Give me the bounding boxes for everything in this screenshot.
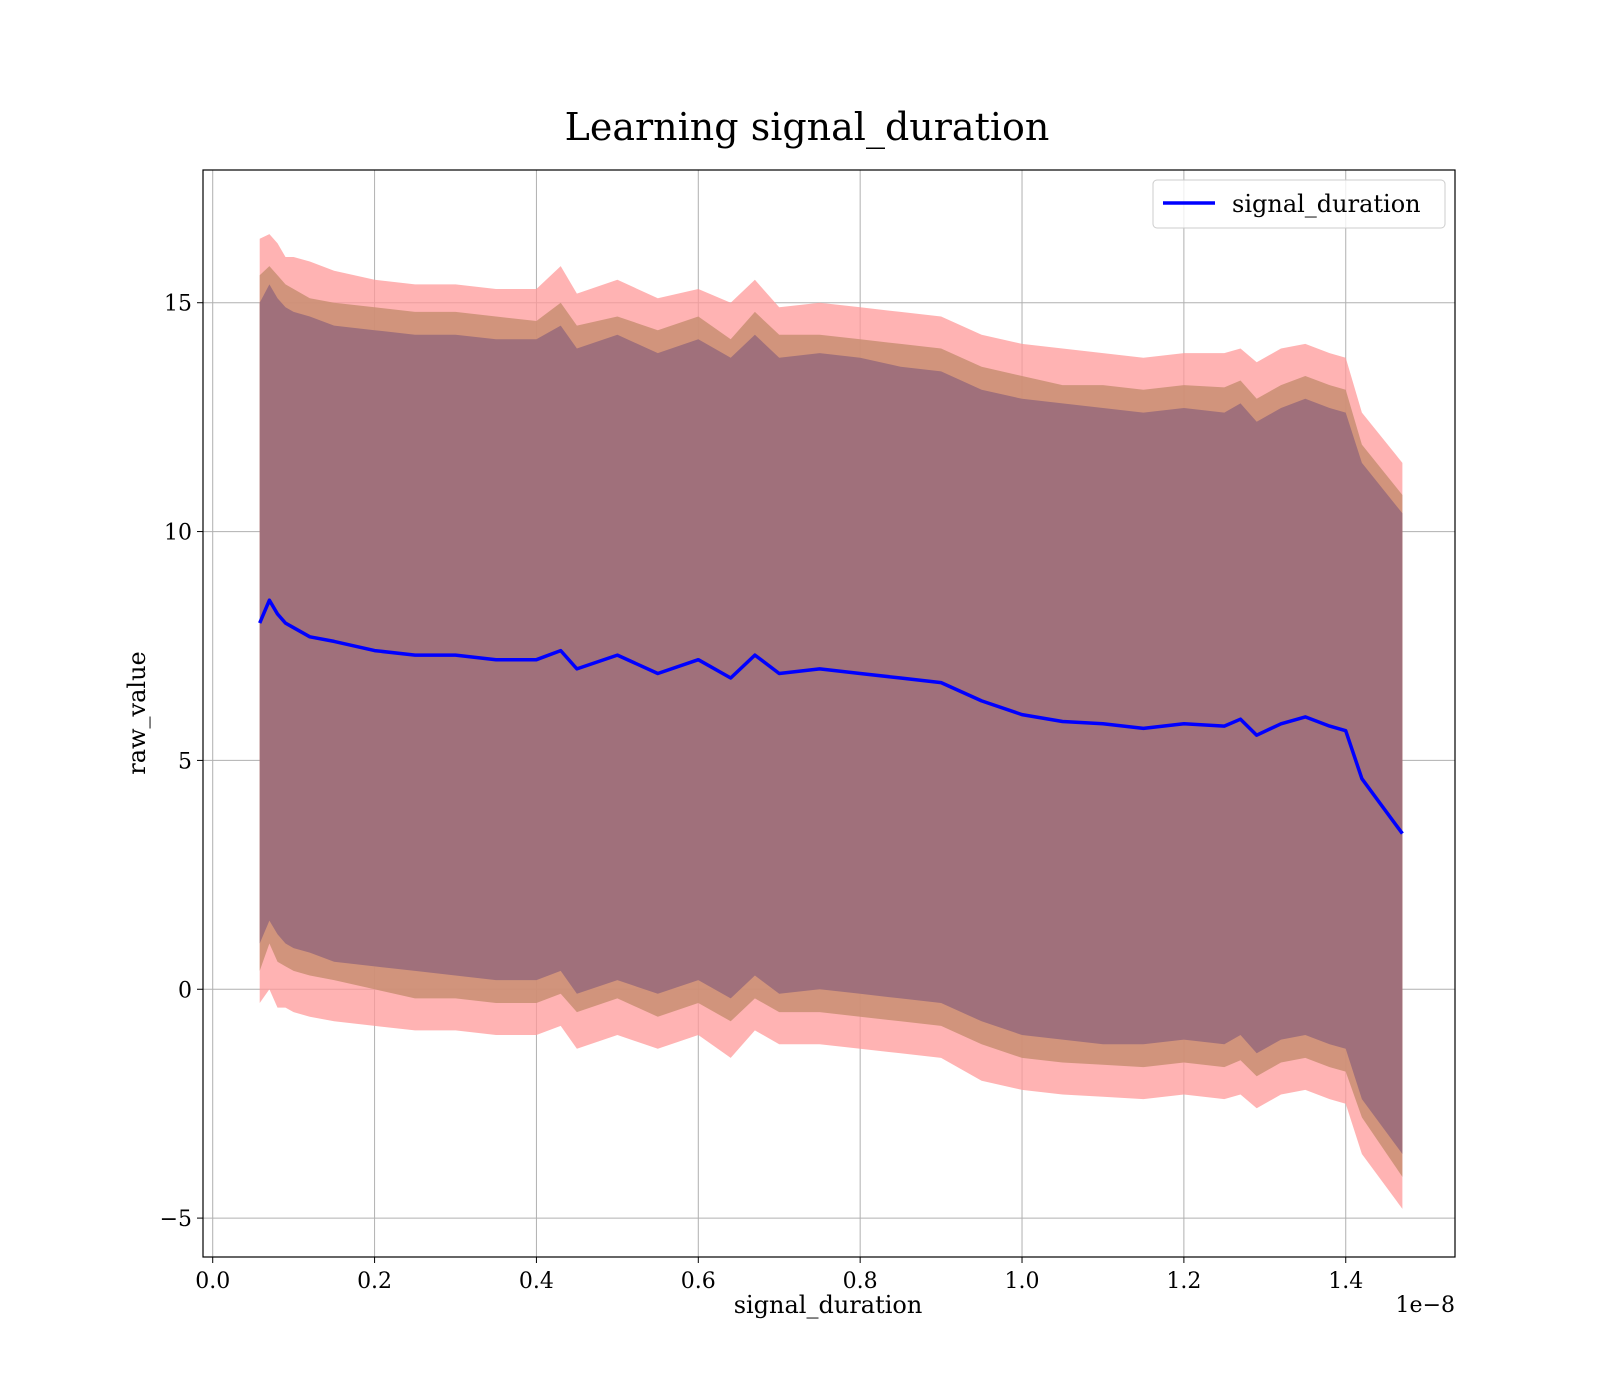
y-tick-label-4: 15 [164,292,192,317]
x-tick-label-1: 0.2 [357,1269,392,1294]
x-tick-label-4: 0.8 [843,1269,878,1294]
series-line-0 [258,598,1404,835]
x-tick-label-6: 1.2 [1166,1269,1201,1294]
chart-title: Learning signal_duration [565,105,1050,150]
y-tick-label-3: 10 [164,521,192,546]
confidence-bands [259,234,1403,1209]
band-2 [259,284,1403,1154]
y-tick-label-2: 5 [178,749,192,774]
x-tick-label-3: 0.6 [681,1269,716,1294]
y-ticks: −5 0 5 10 15 [160,292,203,1232]
legend-box [1152,179,1446,229]
x-tick-label-2: 0.4 [519,1269,554,1294]
x-tick-label-7: 1.4 [1328,1269,1363,1294]
x-ticks: 0.0 0.2 0.4 0.6 0.8 1.0 1.2 1.4 [195,1257,1363,1294]
y-tick-label-1: 0 [178,978,192,1003]
x-tick-label-5: 1.0 [1005,1269,1040,1294]
y-tick-label-0: −5 [160,1207,192,1232]
x-tick-label-0: 0.0 [195,1269,230,1294]
series-lines [258,598,1404,835]
y-axis-label: raw_value [123,651,151,775]
plot-frame [202,169,1456,1258]
legend: signal_duration [1152,179,1446,229]
x-offset-label: 1e−8 [1396,1293,1455,1318]
x-axis-label: signal_duration [734,1291,923,1319]
legend-label: signal_duration [1232,190,1421,218]
